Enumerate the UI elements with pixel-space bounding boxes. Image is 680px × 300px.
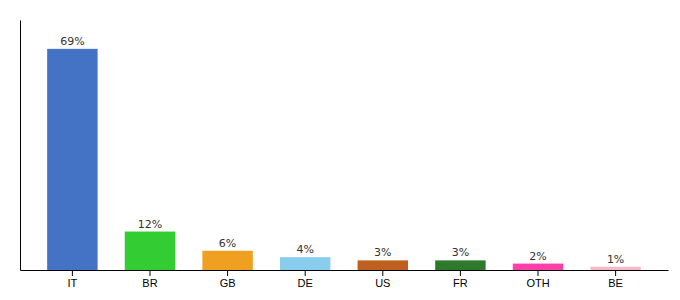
data-label: 6% [219,237,236,250]
x-tick-mark [460,270,461,276]
x-tick-label: BE [608,277,623,289]
x-tick: IT [67,270,77,289]
bar [358,260,408,270]
x-tick-mark [382,270,383,276]
x-tick: BE [608,270,623,289]
y-axis [20,21,21,271]
bar [435,260,485,270]
x-tick: BR [142,270,157,289]
y-axis-line [20,21,21,271]
x-tick-mark [615,270,616,276]
data-label: 3% [374,246,391,259]
data-label: 4% [296,243,313,256]
x-tick-mark [72,270,73,276]
bars [47,49,641,270]
x-tick-label: US [375,277,390,289]
x-tick-mark [305,270,306,276]
x-tick-label: BR [142,277,157,289]
bar [202,251,252,270]
data-label: 69% [60,35,84,48]
x-tick-mark [538,270,539,276]
data-label: 1% [607,253,624,266]
x-tick: FR [453,270,468,289]
bar [47,49,97,270]
x-axis: IT BR GB DE US FR OTH BE [21,270,669,289]
x-tick: US [375,270,390,289]
data-labels: 69% 12% 6% 4% 3% 3% 2% 1% [60,35,624,266]
x-axis-line [21,270,669,271]
bar [125,232,175,270]
bar [280,257,330,270]
data-label: 3% [452,246,469,259]
x-tick-label: GB [220,277,236,289]
x-tick-label: IT [67,277,77,289]
bar [513,264,563,270]
x-tick-mark [227,270,228,276]
chart-svg: IT BR GB DE US FR OTH BE 69% 12% 6% 4% 3% 3% 2% 1% [0,0,680,300]
chart-container: IT BR GB DE US FR OTH BE 69% 12% 6% 4% 3% 3% 2% 1% [0,0,680,300]
plot-area: IT BR GB DE US FR OTH BE 69% 12% 6% 4% 3% 3% 2% 1% [21,21,669,289]
data-label: 2% [529,250,546,263]
x-tick-label: OTH [526,277,549,289]
bar [590,267,640,270]
x-tick: DE [298,270,313,289]
data-label: 12% [138,218,162,231]
x-tick-mark [149,270,150,276]
x-tick-label: FR [453,277,468,289]
x-tick: OTH [526,270,549,289]
x-tick-label: DE [298,277,313,289]
x-tick: GB [220,270,236,289]
